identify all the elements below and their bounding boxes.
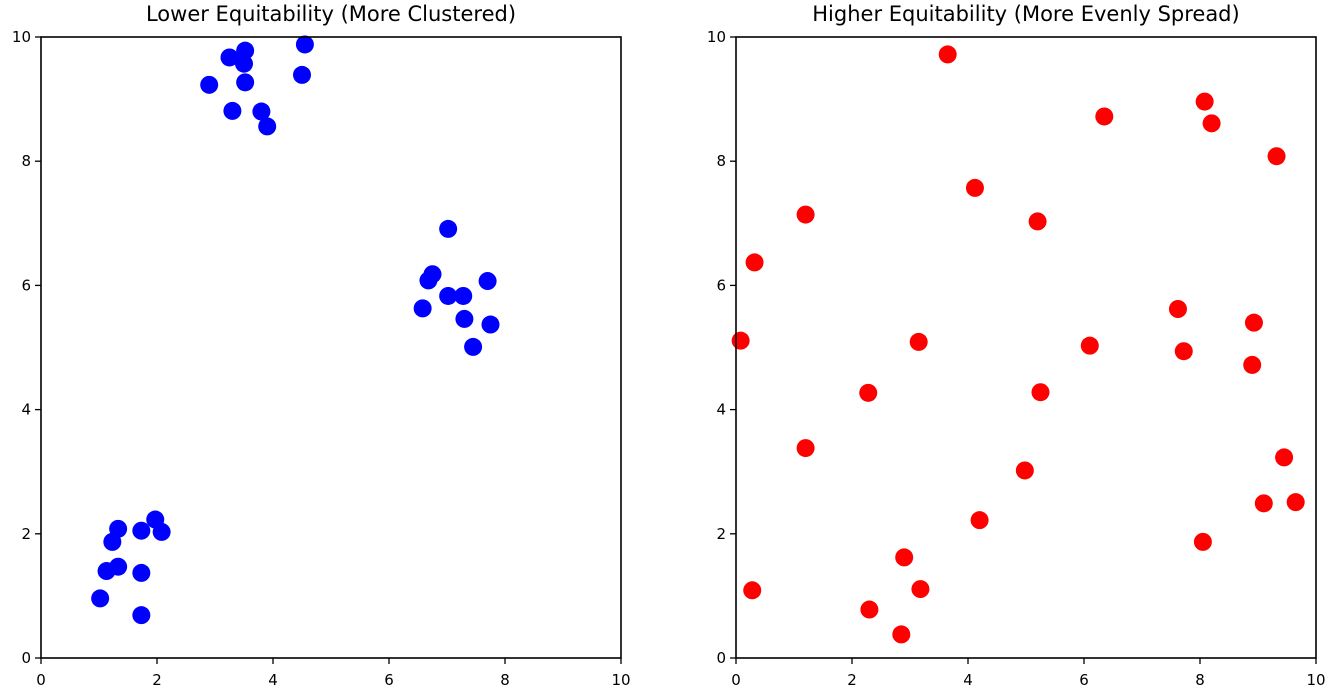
left-scatter-point — [91, 589, 110, 608]
left-chart-title: Lower Equitability (More Clustered) — [146, 2, 516, 26]
left-scatter-point — [439, 286, 458, 305]
right-scatter-point — [1095, 107, 1114, 126]
right-y-tick-label: 10 — [707, 28, 726, 46]
right-scatter-point — [1195, 92, 1214, 111]
right-scatter-point — [743, 581, 762, 600]
right-y-tick-label: 0 — [716, 649, 726, 667]
right-x-tick-label: 10 — [1306, 671, 1325, 689]
right-y-tick-label: 2 — [716, 525, 726, 543]
right-scatter-point — [1031, 383, 1050, 402]
right-scatter-point — [909, 332, 928, 351]
right-scatter-point — [1202, 114, 1221, 133]
right-scatter-point — [1244, 313, 1263, 332]
left-scatter-point — [252, 102, 271, 121]
left-scatter-point — [152, 522, 171, 541]
right-scatter-point — [1275, 448, 1294, 467]
right-x-tick-label: 4 — [963, 671, 973, 689]
left-y-tick-label: 8 — [21, 152, 31, 170]
right-y-tick-label: 8 — [716, 152, 726, 170]
right-chart-title: Higher Equitability (More Evenly Spread) — [812, 2, 1239, 26]
left-scatter-point — [455, 309, 474, 328]
left-scatter-point — [220, 48, 239, 67]
left-scatter-point — [132, 521, 151, 540]
left-scatter-point — [236, 73, 255, 92]
left-scatter-point — [478, 272, 497, 291]
right-x-tick-label: 6 — [1079, 671, 1089, 689]
left-x-tick-label: 2 — [152, 671, 162, 689]
right-axes-frame — [735, 36, 1317, 659]
right-scatter-point — [911, 580, 930, 599]
right-scatter-point — [1015, 461, 1034, 480]
left-x-tick-label: 0 — [36, 671, 46, 689]
right-scatter-point — [1286, 493, 1305, 512]
right-scatter-point — [1254, 494, 1273, 513]
left-scatter-panel: Lower Equitability (More Clustered) 0 2 4 6 8… — [12, 2, 631, 689]
right-scatter-point — [860, 600, 879, 619]
left-scatter-point — [293, 65, 311, 84]
left-scatter-point — [481, 315, 500, 334]
left-scatter-point — [439, 219, 458, 238]
left-scatter-point — [258, 117, 277, 136]
right-scatter-point — [859, 383, 878, 402]
left-scatter-point — [223, 101, 242, 120]
left-y-tick-label: 4 — [21, 401, 31, 419]
right-scatter-point — [1174, 342, 1193, 361]
right-y-tick-label: 4 — [716, 401, 726, 419]
left-scatter-point — [103, 532, 122, 551]
left-scatter-point — [413, 299, 432, 318]
left-x-tick-label: 8 — [500, 671, 510, 689]
right-scatter-point — [938, 45, 957, 64]
right-scatter-point — [796, 439, 815, 458]
left-scatter-point — [200, 75, 219, 94]
right-y-tick-label: 6 — [716, 276, 726, 294]
left-x-tick-label: 10 — [611, 671, 630, 689]
right-scatter-point — [895, 548, 914, 567]
left-scatter-point — [464, 337, 483, 356]
right-scatter-panel: Higher Equitability (More Evenly Spread)… — [707, 2, 1326, 689]
left-y-tick-label: 10 — [12, 28, 31, 46]
right-x-tick-label: 8 — [1195, 671, 1205, 689]
right-scatter-point — [745, 253, 764, 272]
left-y-tick-label: 0 — [21, 649, 31, 667]
right-scatter-point — [892, 625, 911, 644]
left-scatter-point — [97, 562, 116, 581]
right-scatter-point — [1168, 299, 1187, 318]
right-scatter-point — [1080, 336, 1099, 355]
left-x-tick-label: 4 — [268, 671, 278, 689]
left-scatter-point — [132, 563, 151, 582]
left-scatter-point — [132, 606, 151, 625]
right-scatter-point — [796, 205, 815, 224]
left-y-tick-label: 6 — [21, 276, 31, 294]
left-y-tick-label: 2 — [21, 525, 31, 543]
left-scatter-point — [295, 35, 314, 54]
right-scatter-point — [1267, 147, 1286, 166]
right-scatter-point — [965, 178, 984, 197]
right-scatter-point — [1243, 355, 1262, 374]
left-scatter-point — [235, 54, 253, 73]
right-scatter-point — [1193, 532, 1212, 551]
left-x-tick-label: 6 — [384, 671, 394, 689]
left-axes-frame — [40, 36, 622, 659]
right-x-tick-label: 0 — [731, 671, 741, 689]
left-scatter-point — [454, 286, 473, 305]
right-scatter-point — [970, 511, 989, 530]
right-scatter-point — [731, 331, 750, 350]
left-scatter-point — [236, 41, 255, 60]
left-scatter-point — [419, 271, 438, 290]
right-scatter-point — [1028, 212, 1047, 231]
right-x-tick-label: 2 — [847, 671, 857, 689]
